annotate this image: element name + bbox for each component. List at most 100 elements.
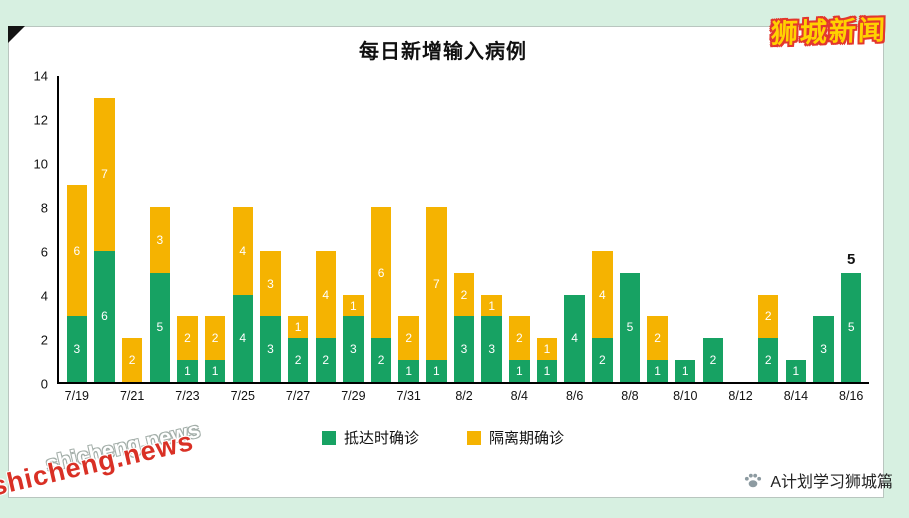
segment-value-label: 2 — [709, 353, 717, 368]
x-tick-label: 7/19 — [64, 389, 89, 403]
segment-arrival: 4 — [564, 294, 585, 382]
segment-value-label: 3 — [820, 342, 827, 357]
segment-value-label: 1 — [681, 364, 689, 379]
segment-arrival: 1 — [398, 360, 419, 382]
y-tick-label: 0 — [40, 376, 48, 392]
x-tick-label: 8/16 — [839, 389, 864, 403]
segment-value-label: 3 — [73, 342, 81, 357]
stacked-bar: 1 — [785, 76, 807, 382]
segment-value-label: 4 — [239, 243, 247, 258]
x-tick-label — [478, 389, 506, 403]
stacked-bar: 3 — [813, 76, 834, 382]
bar-slot: 2 — [699, 76, 727, 382]
bar-slot: 4 — [561, 76, 589, 382]
x-tick-label — [201, 389, 229, 403]
segment-quarantine: 4 — [232, 207, 253, 295]
segment-arrival: 2 — [287, 338, 309, 382]
segment-quarantine: 4 — [592, 250, 613, 339]
segment-value-label: 4 — [239, 331, 247, 346]
segment-quarantine: 1 — [536, 338, 558, 361]
segment-value-label: 2 — [654, 331, 661, 346]
segment-quarantine: 2 — [647, 316, 668, 361]
stacked-bar: 5 — [840, 76, 862, 382]
segment-quarantine: 3 — [260, 250, 281, 317]
x-tick-label: 8/2 — [455, 389, 473, 403]
x-tick-label: 8/14 — [783, 389, 809, 403]
segment-arrival: 1 — [204, 360, 226, 382]
segment-value-label: 7 — [433, 276, 440, 291]
site-logo: 狮城新闻 — [770, 14, 888, 50]
segment-arrival: 3 — [813, 316, 834, 382]
segment-quarantine: 7 — [426, 207, 447, 361]
legend-label: 隔离期确诊 — [489, 430, 565, 447]
segment-arrival: 5 — [619, 272, 641, 382]
x-tick-label: 8/4 — [510, 389, 529, 403]
segment-value-label: 5 — [847, 320, 855, 335]
x-tick-label — [367, 389, 395, 403]
segment-quarantine: 3 — [149, 207, 171, 273]
segment-quarantine: 7 — [94, 97, 115, 251]
segment-value-label: 4 — [571, 331, 578, 346]
legend: 抵达时确诊 隔离期确诊 — [17, 427, 869, 448]
stacked-bar — [730, 76, 750, 382]
segment-arrival: 5 — [149, 272, 171, 382]
segment-quarantine: 1 — [287, 316, 309, 339]
segment-value-label: 3 — [267, 342, 274, 357]
segment-arrival: 3 — [66, 316, 88, 382]
legend-swatch — [467, 430, 481, 445]
segment-arrival: 2 — [315, 338, 336, 382]
segment-arrival: 2 — [702, 338, 724, 382]
segment-value-label: 1 — [488, 298, 495, 313]
x-tick-label: 7/29 — [341, 389, 366, 403]
bar-slot: 5 — [616, 76, 644, 382]
segment-value-label: 6 — [101, 309, 108, 324]
segment-arrival: 1 — [177, 360, 198, 382]
segment-value-label: 1 — [211, 364, 219, 379]
attribution: A计划学习狮城篇 — [743, 468, 893, 492]
segment-value-label: 2 — [294, 353, 302, 368]
segment-value-label: 1 — [294, 320, 302, 335]
segment-arrival: 1 — [647, 360, 668, 382]
segment-value-label: 3 — [156, 232, 164, 247]
page-corner-fold — [8, 26, 25, 43]
segment-value-label: 1 — [543, 342, 551, 357]
segment-arrival: 1 — [785, 360, 807, 382]
x-tick-label — [146, 389, 174, 403]
segment-value-label: 5 — [156, 320, 164, 335]
segment-value-label: 1 — [543, 364, 551, 379]
legend-swatch — [321, 430, 336, 445]
x-tick-label: 8/8 — [621, 389, 639, 403]
y-tick-label: 6 — [40, 244, 48, 260]
x-tick-label — [754, 389, 782, 403]
x-tick-label: 7/21 — [119, 389, 145, 403]
stacked-bar: 2 — [702, 76, 724, 382]
segment-quarantine: 2 — [177, 316, 198, 361]
segment-arrival: 2 — [370, 338, 392, 382]
segment-value-label: 3 — [488, 342, 495, 357]
segment-value-label: 1 — [350, 298, 357, 313]
y-axis: 0 2 4 6 8 10 12 14 — [17, 69, 57, 392]
segment-value-label: 4 — [322, 287, 330, 302]
y-tick-label: 10 — [33, 156, 48, 172]
